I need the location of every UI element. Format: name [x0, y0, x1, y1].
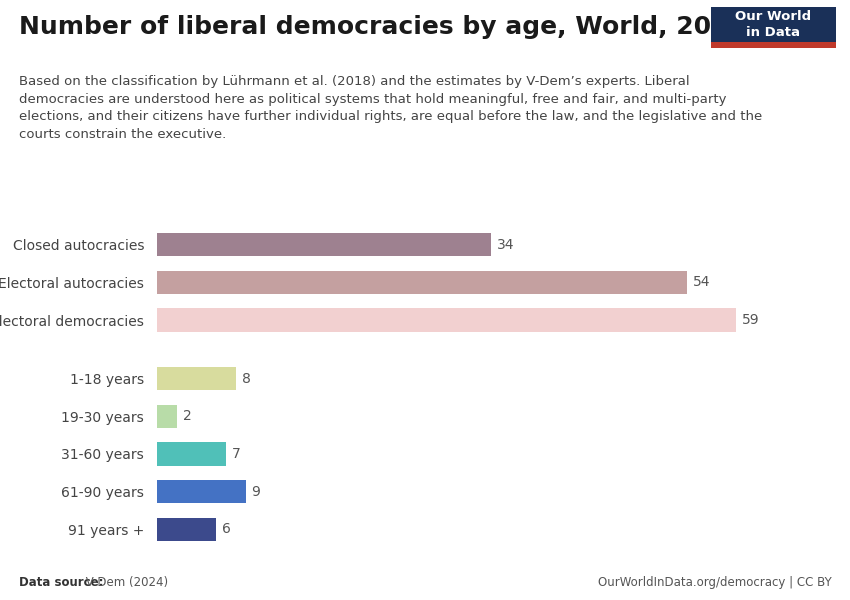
- Text: Our World
in Data: Our World in Data: [735, 10, 812, 39]
- Text: 34: 34: [496, 238, 514, 251]
- Text: 9: 9: [252, 485, 260, 499]
- Text: 6: 6: [222, 523, 231, 536]
- Bar: [157, 308, 736, 332]
- Text: 2: 2: [183, 409, 191, 423]
- Text: 7: 7: [232, 447, 241, 461]
- Bar: [157, 367, 235, 390]
- Text: OurWorldInData.org/democracy | CC BY: OurWorldInData.org/democracy | CC BY: [598, 576, 831, 589]
- Bar: [157, 233, 490, 256]
- Text: V-Dem (2024): V-Dem (2024): [82, 576, 168, 589]
- Bar: [157, 442, 226, 466]
- Bar: [157, 404, 177, 428]
- Text: 54: 54: [693, 275, 711, 289]
- Text: 59: 59: [742, 313, 759, 327]
- Bar: [157, 271, 687, 294]
- Text: Based on the classification by Lührmann et al. (2018) and the estimates by V-Dem: Based on the classification by Lührmann …: [19, 75, 762, 140]
- Text: Number of liberal democracies by age, World, 2023: Number of liberal democracies by age, Wo…: [19, 15, 745, 39]
- Text: 8: 8: [241, 371, 251, 386]
- Text: Data source:: Data source:: [19, 576, 103, 589]
- Bar: [157, 480, 246, 503]
- Bar: [157, 518, 216, 541]
